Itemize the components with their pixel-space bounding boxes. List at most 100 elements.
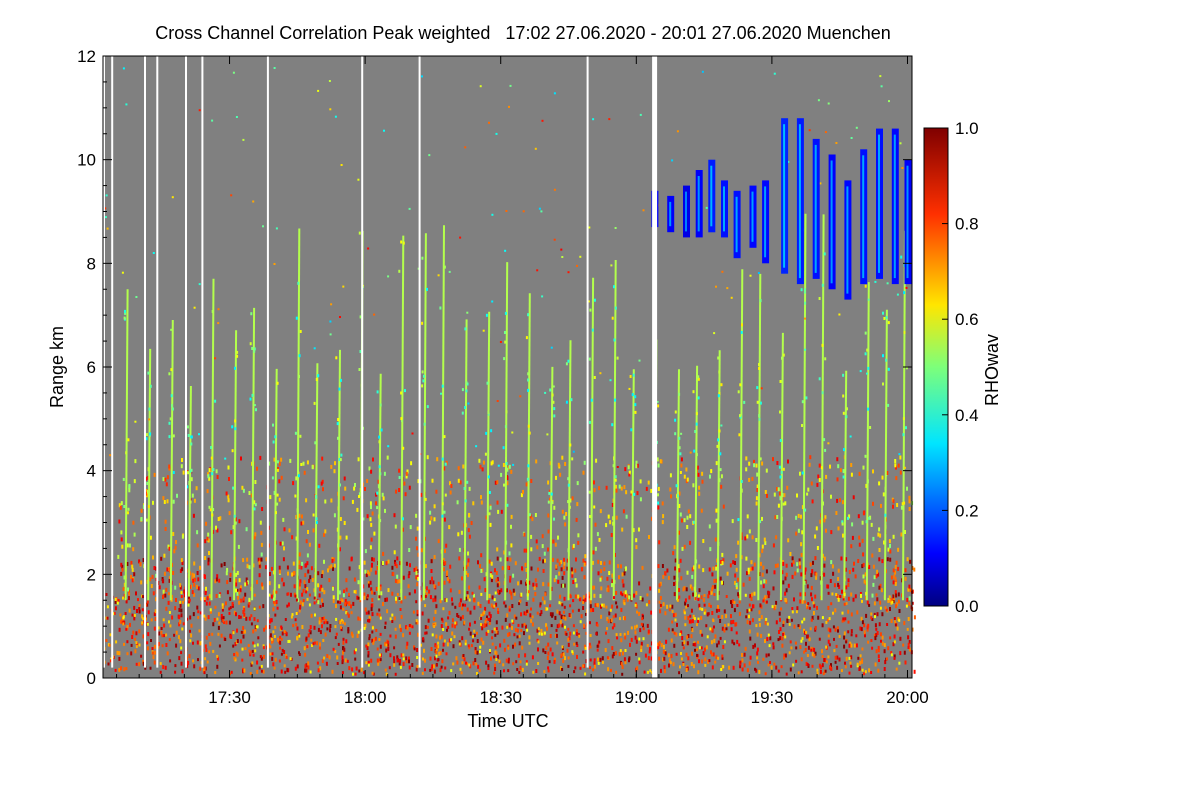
data-cell — [472, 661, 475, 666]
data-cell — [320, 584, 323, 589]
data-cell — [204, 591, 207, 596]
data-cell — [211, 119, 214, 122]
data-cell — [244, 582, 247, 587]
data-cell — [332, 595, 335, 600]
data-cell — [208, 476, 211, 481]
data-cell — [780, 470, 783, 474]
data-cell — [550, 586, 553, 591]
data-cell — [162, 595, 164, 599]
data-cell — [757, 660, 759, 664]
data-cell — [662, 602, 665, 607]
data-cell — [169, 624, 172, 628]
data-cell — [513, 591, 516, 596]
data-cell — [634, 630, 637, 635]
data-cell — [421, 671, 424, 675]
data-cell — [547, 529, 550, 534]
data-cell — [718, 392, 721, 395]
data-cell — [165, 643, 168, 647]
chart-title: Cross Channel Correlation Peak weighted … — [155, 23, 891, 43]
data-cell — [432, 598, 435, 603]
data-cell — [575, 629, 578, 633]
data-cell — [151, 651, 154, 655]
data-cell — [512, 588, 515, 593]
data-cell — [608, 118, 611, 121]
data-cell — [861, 647, 864, 651]
data-cell — [530, 607, 532, 611]
data-cell — [240, 630, 243, 634]
data-cell — [188, 600, 191, 604]
data-cell — [708, 659, 711, 663]
data-cell — [638, 359, 641, 362]
data-cell — [207, 532, 210, 537]
data-cell — [532, 597, 535, 602]
data-cell — [228, 611, 231, 615]
data-cell — [719, 576, 722, 581]
data-cell — [885, 608, 888, 612]
data-cell — [777, 669, 780, 673]
data-cell — [893, 574, 896, 579]
data-cell — [162, 665, 165, 669]
data-cell — [536, 269, 539, 272]
data-cell — [511, 619, 514, 623]
data-cell — [866, 372, 868, 375]
data-cell — [841, 619, 844, 623]
data-cell — [678, 595, 681, 599]
data-cell — [330, 564, 333, 569]
data-cell — [332, 599, 335, 604]
data-cell — [463, 487, 466, 490]
data-cell — [356, 507, 359, 512]
data-cell — [211, 472, 214, 476]
data-cell — [864, 284, 867, 288]
data-cell — [904, 576, 907, 581]
data-cell — [449, 481, 451, 486]
data-cell — [525, 660, 528, 665]
data-cell — [841, 589, 843, 594]
data-cell — [443, 517, 446, 522]
plume-spire — [169, 319, 174, 601]
data-cell — [552, 400, 555, 404]
data-cell — [203, 614, 206, 618]
data-cell — [258, 560, 261, 565]
data-cell — [421, 75, 423, 78]
data-cell — [895, 593, 898, 598]
data-cell — [620, 564, 622, 569]
data-cell — [519, 599, 522, 603]
data-cell — [236, 354, 239, 358]
data-cell — [547, 500, 550, 504]
data-cell — [834, 627, 837, 632]
data-cell — [689, 620, 691, 624]
data-cell — [748, 461, 751, 466]
data-cell — [544, 651, 547, 654]
data-cell — [190, 435, 193, 439]
data-cell — [886, 623, 889, 626]
data-cell — [276, 502, 279, 506]
data-cell — [180, 608, 183, 613]
data-cell — [321, 570, 324, 575]
plume-spire — [612, 259, 617, 601]
data-cell — [530, 534, 533, 539]
data-cell — [895, 604, 897, 609]
data-cell — [289, 657, 292, 661]
data-cell — [563, 596, 566, 601]
data-cell — [348, 592, 350, 596]
data-cell — [135, 631, 138, 636]
data-cell — [572, 651, 574, 655]
data-cell — [128, 543, 131, 548]
data-cell — [517, 581, 520, 586]
data-cell — [424, 625, 427, 630]
data-cell — [848, 514, 851, 519]
data-cell — [719, 452, 722, 456]
data-cell — [280, 625, 283, 629]
data-cell — [261, 507, 264, 511]
data-cell — [779, 380, 782, 383]
data-cell — [711, 652, 714, 657]
data-cell — [788, 615, 791, 619]
data-cell — [636, 666, 639, 671]
data-cell — [227, 494, 230, 499]
data-cell — [701, 633, 704, 637]
data-cell — [899, 636, 902, 641]
data-cell — [548, 489, 551, 494]
data-cell — [340, 618, 343, 622]
data-cell — [116, 601, 119, 605]
data-cell — [474, 650, 477, 655]
